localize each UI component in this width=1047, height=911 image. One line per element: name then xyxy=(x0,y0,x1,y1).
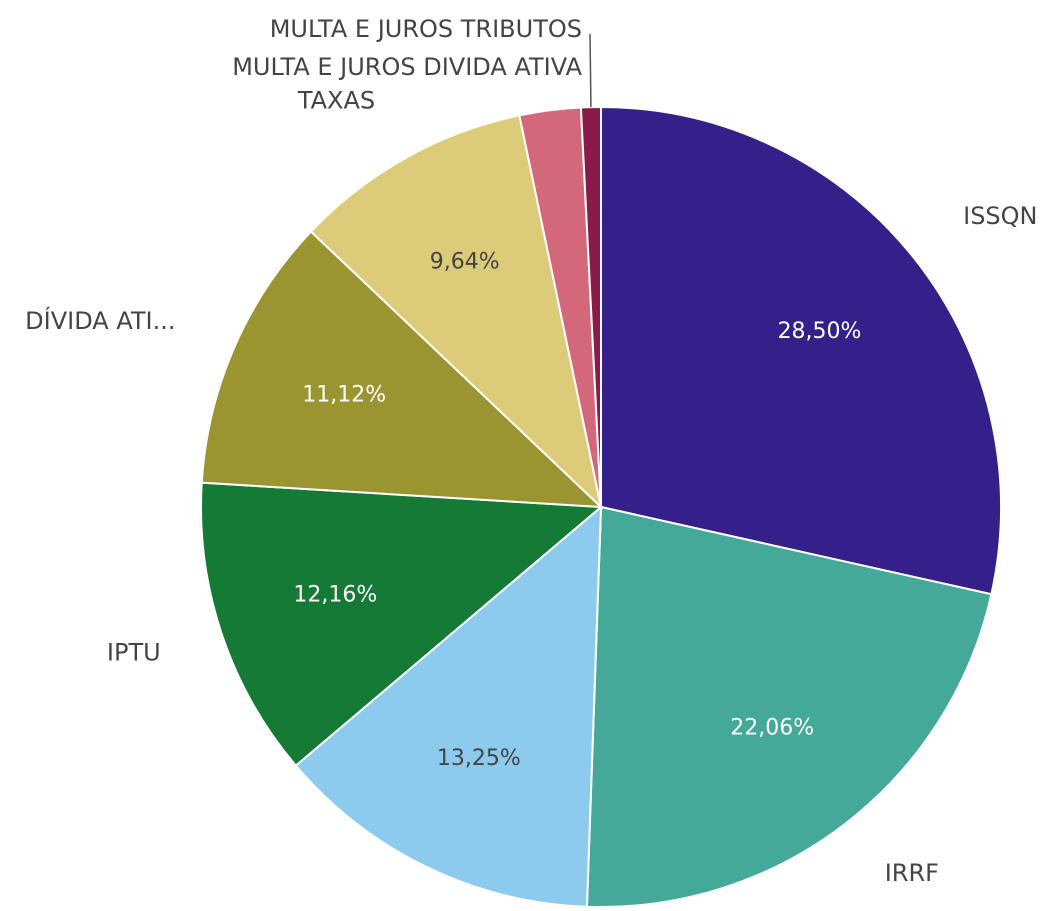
value-label: 13,25% xyxy=(437,746,521,771)
pie-slice xyxy=(200,481,604,768)
pie-slice xyxy=(585,505,993,908)
category-label: MULTA E JUROS TRIBUTOS xyxy=(270,15,582,43)
category-label: ISSQN xyxy=(963,202,1037,230)
value-label: 12,16% xyxy=(293,582,377,607)
pie-slice xyxy=(200,230,604,509)
pie-slice xyxy=(294,504,603,908)
category-label: IPTU xyxy=(107,638,161,666)
leader-line xyxy=(589,33,592,108)
value-label: 11,12% xyxy=(302,382,386,407)
category-label: IRRF xyxy=(885,859,939,887)
pie-slice xyxy=(309,114,603,510)
value-label: 28,50% xyxy=(778,319,862,344)
category-label: TAXAS xyxy=(297,87,375,115)
pie-slice xyxy=(600,105,1002,596)
category-label: MULTA E JUROS DIVIDA ATIVA xyxy=(232,53,582,81)
value-label: 22,06% xyxy=(730,716,814,741)
category-label: DÍVIDA ATI... xyxy=(25,306,175,335)
value-label: 9,64% xyxy=(430,249,500,274)
category-label: ITBI xyxy=(353,910,398,911)
